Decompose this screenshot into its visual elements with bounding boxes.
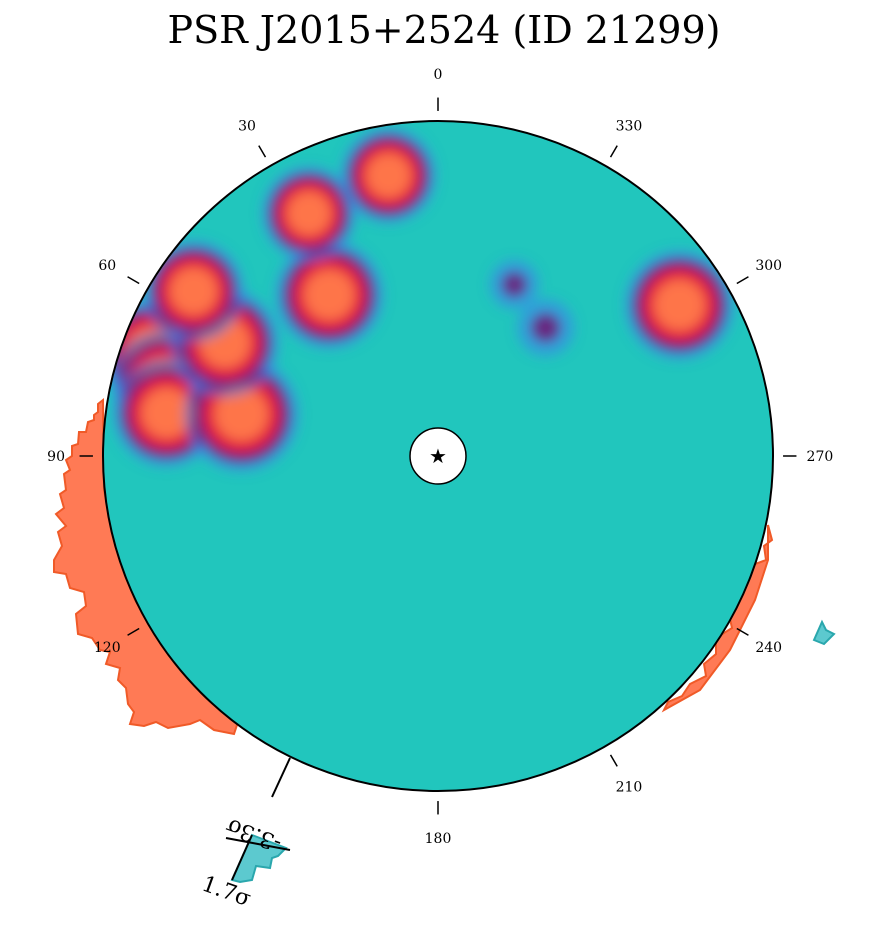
angle-tick-label: 270 (807, 449, 834, 465)
angle-tick (258, 145, 267, 158)
heatmap-blob (366, 153, 411, 198)
angle-tick (736, 276, 749, 285)
heatmap-blob (501, 272, 527, 297)
angle-tick (609, 754, 618, 767)
center-marker (409, 427, 467, 485)
angle-tick (127, 276, 140, 285)
angle-tick (609, 145, 618, 158)
angle-tick-label: 30 (238, 118, 256, 134)
left-histogram (53, 397, 240, 736)
significance-line (271, 757, 291, 798)
angle-tick (736, 627, 749, 636)
angle-tick-label: 90 (47, 449, 65, 465)
angle-tick-label: 60 (98, 258, 116, 274)
angle-tick-label: 0 (434, 67, 443, 83)
angle-tick-label: 300 (755, 258, 782, 274)
angle-tick-label: 120 (94, 640, 121, 656)
angle-tick-label: 210 (616, 780, 643, 796)
angle-tick-label: 180 (425, 831, 452, 847)
significance-base (225, 837, 291, 851)
heatmap-blob (286, 191, 332, 236)
heatmap-blob (531, 313, 561, 343)
small-teal-histogram (812, 619, 836, 646)
angle-tick-label: 330 (616, 118, 643, 134)
angle-tick-label: 240 (755, 640, 782, 656)
angle-tick (127, 627, 140, 636)
heatmap-blob (141, 387, 193, 439)
heatmap-blob (303, 269, 355, 321)
heatmap-blob (169, 267, 218, 315)
star-icon: ★ (429, 444, 447, 468)
heatmap-blob (653, 279, 706, 331)
plot-boundary (102, 120, 774, 792)
significance-axis (231, 834, 253, 881)
heatmap-blob (214, 387, 269, 442)
chart-title: PSR J2015+2524 (ID 21299) (167, 8, 721, 52)
